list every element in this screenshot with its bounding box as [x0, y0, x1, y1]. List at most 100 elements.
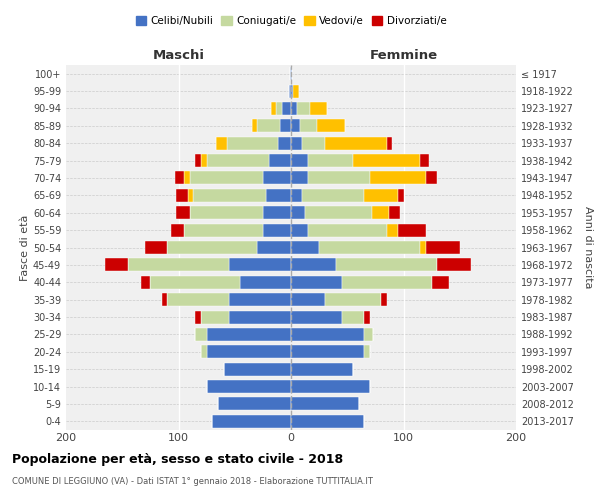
Bar — [176, 189, 187, 202]
Y-axis label: Anni di nascita: Anni di nascita — [583, 206, 593, 289]
Bar — [193, 189, 266, 202]
Bar — [212, 415, 291, 428]
Bar — [289, 84, 291, 98]
Bar — [308, 224, 386, 236]
Text: Femmine: Femmine — [370, 48, 437, 62]
Bar — [175, 172, 184, 184]
Bar — [421, 154, 430, 167]
Bar — [263, 224, 291, 236]
Bar — [196, 328, 206, 341]
Bar — [229, 258, 291, 272]
Bar — [263, 206, 291, 220]
Y-axis label: Fasce di età: Fasce di età — [20, 214, 30, 280]
Bar — [206, 328, 291, 341]
Bar — [280, 120, 291, 132]
Bar — [201, 310, 229, 324]
Bar — [190, 172, 263, 184]
Bar — [251, 120, 257, 132]
Bar — [142, 276, 151, 289]
Bar — [291, 398, 359, 410]
Bar — [426, 172, 437, 184]
Bar — [364, 346, 370, 358]
Bar — [293, 84, 299, 98]
Bar — [167, 293, 229, 306]
Bar — [421, 241, 426, 254]
Bar — [302, 136, 325, 149]
Bar — [302, 189, 364, 202]
Bar — [291, 346, 364, 358]
Text: COMUNE DI LEGGIUNO (VA) - Dati ISTAT 1° gennaio 2018 - Elaborazione TUTTITALIA.I: COMUNE DI LEGGIUNO (VA) - Dati ISTAT 1° … — [12, 478, 373, 486]
Bar — [201, 154, 206, 167]
Bar — [201, 346, 206, 358]
Bar — [271, 102, 277, 115]
Bar — [291, 362, 353, 376]
Bar — [353, 154, 421, 167]
Bar — [389, 206, 400, 220]
Bar — [398, 189, 404, 202]
Bar — [277, 102, 282, 115]
Bar — [263, 172, 291, 184]
Text: Popolazione per età, sesso e stato civile - 2018: Popolazione per età, sesso e stato civil… — [12, 452, 343, 466]
Text: Maschi: Maschi — [152, 48, 205, 62]
Bar — [364, 310, 370, 324]
Bar — [269, 154, 291, 167]
Bar — [341, 310, 364, 324]
Bar — [257, 120, 280, 132]
Bar — [227, 136, 277, 149]
Bar — [291, 136, 302, 149]
Bar — [291, 189, 302, 202]
Bar — [341, 276, 431, 289]
Bar — [266, 189, 291, 202]
Bar — [196, 154, 201, 167]
Bar — [300, 120, 317, 132]
Bar — [151, 276, 241, 289]
Bar — [291, 380, 370, 393]
Bar — [291, 293, 325, 306]
Bar — [308, 154, 353, 167]
Bar — [319, 241, 421, 254]
Bar — [167, 241, 257, 254]
Bar — [437, 258, 471, 272]
Bar — [291, 206, 305, 220]
Bar — [291, 276, 341, 289]
Bar — [291, 241, 319, 254]
Legend: Celibi/Nubili, Coniugati/e, Vedovi/e, Divorziati/e: Celibi/Nubili, Coniugati/e, Vedovi/e, Di… — [131, 12, 451, 30]
Bar — [381, 293, 386, 306]
Bar — [372, 206, 389, 220]
Bar — [206, 154, 269, 167]
Bar — [229, 293, 291, 306]
Bar — [291, 224, 308, 236]
Bar — [336, 258, 437, 272]
Bar — [241, 276, 291, 289]
Bar — [364, 189, 398, 202]
Bar — [290, 67, 291, 80]
Bar — [277, 136, 291, 149]
Bar — [223, 362, 291, 376]
Bar — [229, 310, 291, 324]
Bar — [291, 258, 336, 272]
Bar — [291, 328, 364, 341]
Bar — [170, 224, 184, 236]
Bar — [426, 241, 460, 254]
Bar — [325, 136, 386, 149]
Bar — [176, 206, 190, 220]
Bar — [184, 172, 190, 184]
Bar — [187, 189, 193, 202]
Bar — [291, 154, 308, 167]
Bar — [386, 224, 398, 236]
Bar — [184, 224, 263, 236]
Bar — [364, 328, 373, 341]
Bar — [291, 172, 308, 184]
Bar — [206, 346, 291, 358]
Bar — [370, 172, 426, 184]
Bar — [218, 398, 291, 410]
Bar — [291, 67, 292, 80]
Bar — [325, 293, 381, 306]
Bar — [128, 258, 229, 272]
Bar — [386, 136, 392, 149]
Bar — [317, 120, 345, 132]
Bar — [291, 120, 300, 132]
Bar — [196, 310, 201, 324]
Bar — [310, 102, 327, 115]
Bar — [106, 258, 128, 272]
